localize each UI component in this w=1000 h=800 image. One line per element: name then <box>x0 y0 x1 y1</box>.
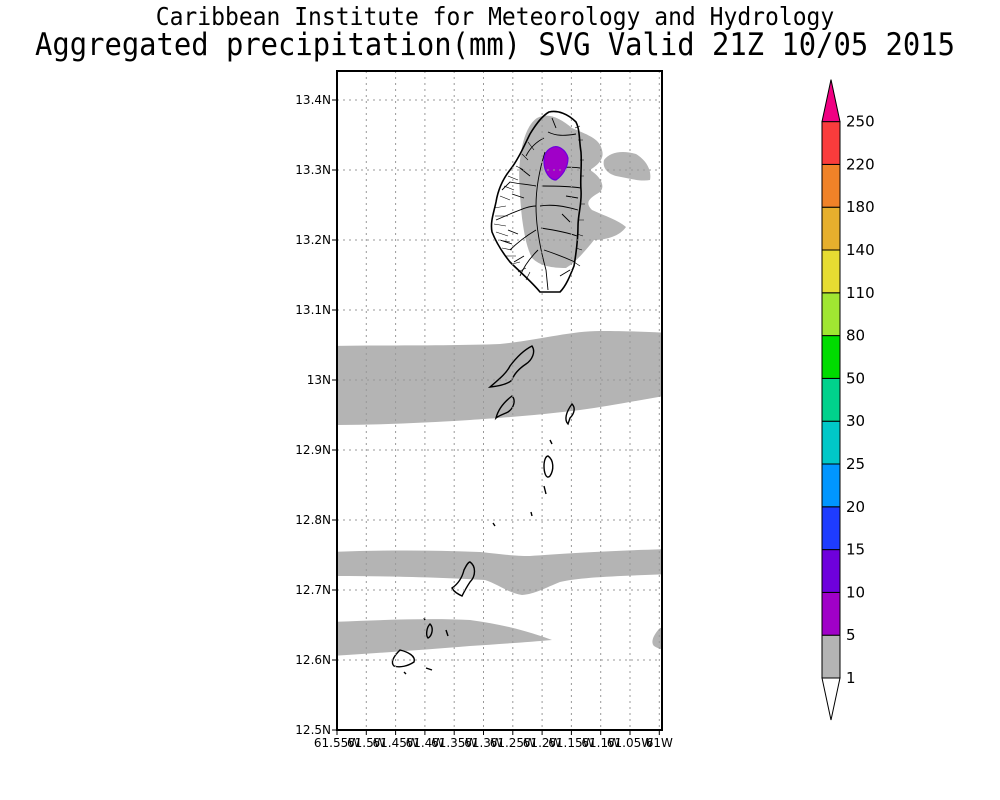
colorbar-swatch <box>821 463 841 508</box>
precip-band-middle <box>337 549 662 595</box>
colorbar-swatch <box>821 549 841 593</box>
y-tick-label: 13N <box>307 373 331 387</box>
colorbar-level-label: 250 <box>846 113 875 131</box>
colorbar-swatch <box>821 249 841 294</box>
x-tick-label: 61.4W <box>406 736 445 750</box>
y-tick-label: 13.4N <box>295 93 331 107</box>
y-tick-label: 12.6N <box>295 653 331 667</box>
precip-area-east <box>603 152 651 181</box>
colorbar-swatch <box>821 591 841 636</box>
x-tick-label: 61.55W <box>314 736 360 750</box>
colorbar-swatch <box>821 163 841 208</box>
colorbar-level-label: 20 <box>846 498 865 516</box>
map-frame <box>336 70 663 731</box>
colorbar-level-label: 110 <box>846 284 875 302</box>
y-tick-label: 13.2N <box>295 233 331 247</box>
institute-title: Caribbean Institute for Meteorology and … <box>155 2 835 31</box>
precip-area-southeast <box>652 628 662 650</box>
x-tick-label: 61.3W <box>464 736 503 750</box>
colorbar-swatch <box>821 506 841 551</box>
colorbar-swatch <box>821 206 841 251</box>
y-tick-label: 12.9N <box>295 443 331 457</box>
grenadines-islands <box>391 345 575 675</box>
colorbar-swatch <box>821 420 841 465</box>
colorbar-level-label: 140 <box>846 241 875 259</box>
colorbar-level-label: 50 <box>846 369 865 387</box>
y-tick-label: 12.8N <box>295 513 331 527</box>
precip-band-south <box>337 619 552 656</box>
x-tick-label: 61.45W <box>372 736 418 750</box>
colorbar-level-label: 25 <box>846 455 865 473</box>
colorbar-level-label: 30 <box>846 412 865 430</box>
precip-area-st-vincent <box>519 115 626 268</box>
colorbar-level-label: 15 <box>846 541 865 559</box>
x-tick-label: 61.5W <box>347 736 386 750</box>
x-tick-label: 61.15W <box>548 736 594 750</box>
colorbar-swatch <box>821 121 841 165</box>
colorbar-swatch <box>821 292 841 337</box>
x-tick-label: 61.25W <box>490 736 536 750</box>
colorbar-level-label: 220 <box>846 155 875 173</box>
st-vincent-island <box>490 110 585 293</box>
colorbar-level-label: 180 <box>846 198 875 216</box>
x-tick-label: 61.2W <box>523 736 562 750</box>
map-title: Aggregated precipitation(mm) SVG Valid 2… <box>35 27 955 63</box>
colorbar-level-label: 5 <box>846 626 856 644</box>
colorbar-swatch <box>821 634 841 679</box>
map-grid <box>337 71 662 730</box>
x-tick-label: 61.05W <box>607 736 653 750</box>
colorbar-swatch <box>821 335 841 379</box>
colorbar-level-label: 10 <box>846 583 865 601</box>
colorbar-upper-arrow <box>821 79 841 123</box>
x-tick-label: 61W <box>646 736 673 750</box>
axis-ticks: 13.4N 13.3N 13.2N 13.1N 13N 12.9N 12.8N 12.7N 12… <box>295 93 673 750</box>
precip-layer <box>337 110 662 675</box>
colorbar-level-label: 80 <box>846 327 865 345</box>
precip-area-5-10mm <box>543 146 569 181</box>
y-tick-label: 13.1N <box>295 303 331 317</box>
colorbar-level-label: 1 <box>846 669 856 687</box>
x-tick-label: 61.35W <box>431 736 477 750</box>
x-tick-label: 61.1W <box>581 736 620 750</box>
y-tick-label: 13.3N <box>295 163 331 177</box>
colorbar-lower-arrow <box>821 677 841 721</box>
y-tick-label: 12.5N <box>295 723 331 737</box>
y-tick-label: 12.7N <box>295 583 331 597</box>
colorbar-swatch <box>821 377 841 422</box>
